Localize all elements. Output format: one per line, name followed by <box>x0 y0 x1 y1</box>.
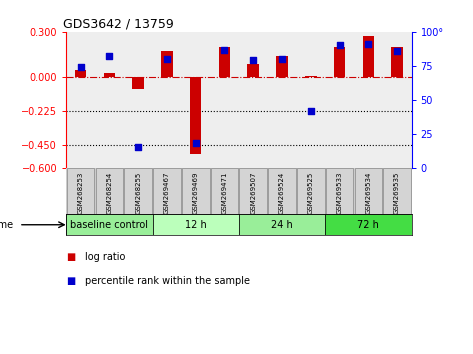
Text: GDS3642 / 13759: GDS3642 / 13759 <box>63 18 174 31</box>
Point <box>365 41 372 47</box>
Bar <box>67 167 95 214</box>
Bar <box>75 69 87 77</box>
Bar <box>124 167 152 214</box>
Point <box>221 47 228 52</box>
Text: GSM269524: GSM269524 <box>279 171 285 213</box>
Bar <box>190 77 201 154</box>
Bar <box>268 167 296 214</box>
Text: GSM269535: GSM269535 <box>394 171 400 214</box>
Text: GSM269534: GSM269534 <box>365 171 371 214</box>
Bar <box>161 51 173 77</box>
Text: GSM269471: GSM269471 <box>221 171 228 214</box>
Bar <box>383 167 411 214</box>
Text: GSM269533: GSM269533 <box>337 171 342 214</box>
Text: GSM268254: GSM268254 <box>106 171 113 213</box>
Text: GSM268255: GSM268255 <box>135 171 141 213</box>
Point <box>336 42 343 48</box>
Bar <box>239 214 325 235</box>
Text: log ratio: log ratio <box>85 252 125 262</box>
Bar <box>326 167 353 214</box>
Bar <box>276 56 288 77</box>
Text: ■: ■ <box>66 276 76 286</box>
Text: GSM269507: GSM269507 <box>250 171 256 214</box>
Bar <box>66 214 152 235</box>
Bar <box>325 214 412 235</box>
Point <box>278 56 286 62</box>
Bar <box>210 167 238 214</box>
Text: 12 h: 12 h <box>185 220 207 230</box>
Text: percentile rank within the sample: percentile rank within the sample <box>85 276 250 286</box>
Point <box>192 140 200 146</box>
Bar <box>132 77 144 89</box>
Bar <box>355 167 382 214</box>
Bar <box>297 167 324 214</box>
Bar <box>219 47 230 77</box>
Bar <box>305 76 316 77</box>
Point <box>249 58 257 63</box>
Bar <box>334 47 345 77</box>
Text: GSM269467: GSM269467 <box>164 171 170 214</box>
Text: 24 h: 24 h <box>271 220 293 230</box>
Bar <box>96 167 123 214</box>
Text: GSM269525: GSM269525 <box>308 171 314 213</box>
Bar <box>391 47 403 77</box>
Text: time: time <box>0 220 14 230</box>
Text: GSM269469: GSM269469 <box>193 171 199 214</box>
Point <box>77 64 84 70</box>
Bar <box>104 73 115 77</box>
Point <box>105 53 113 59</box>
Text: 72 h: 72 h <box>358 220 379 230</box>
Bar <box>247 63 259 77</box>
Point <box>394 48 401 54</box>
Text: ■: ■ <box>66 252 76 262</box>
Text: baseline control: baseline control <box>70 220 149 230</box>
Point <box>134 144 142 150</box>
Bar <box>153 167 181 214</box>
Bar <box>239 167 267 214</box>
Bar <box>363 36 374 77</box>
Bar <box>152 214 239 235</box>
Point <box>307 108 315 113</box>
Point <box>163 56 171 62</box>
Bar <box>182 167 210 214</box>
Text: GSM268253: GSM268253 <box>78 171 84 214</box>
